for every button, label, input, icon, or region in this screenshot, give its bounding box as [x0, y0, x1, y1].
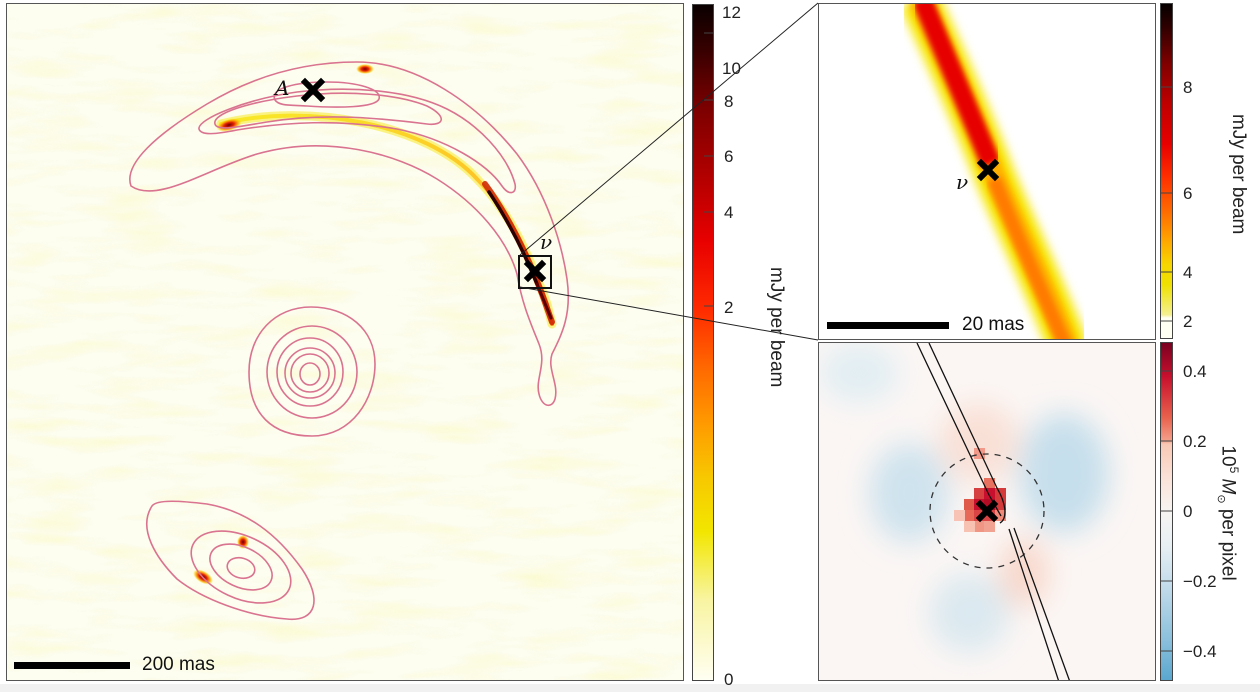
x-marker-nu-zoom: [976, 158, 1000, 182]
colorbar-mass-ticks: [1160, 370, 1173, 652]
cb-mass-tick-neg0.2: −0.2: [1183, 572, 1217, 591]
cb-main-tick-2: 2: [724, 298, 734, 317]
cb-main-tick-12: 12: [722, 3, 741, 22]
mass-map-panel: [818, 342, 1156, 681]
cb-zoom-tick-8: 8: [1183, 78, 1193, 97]
cb-zoom-tick-6: 6: [1183, 184, 1193, 203]
lens-galaxy-contours: [248, 306, 376, 437]
cb-mass-tick-0.2: 0.2: [1183, 432, 1207, 451]
dashed-circle: [929, 453, 1045, 569]
main-image-panel: A ν 200 mas: [6, 3, 684, 681]
cb-main-tick-0: 0: [724, 670, 734, 689]
label-nu-main: ν: [540, 230, 553, 254]
cb-main-tick-10: 10: [722, 59, 741, 78]
x-marker-nu: [523, 259, 547, 283]
cb-zoom-tick-2: 2: [1183, 312, 1193, 331]
scale-bar-main-label: 200 mas: [142, 654, 215, 675]
cb-mass-title: 105 M⊙ per pixel: [1214, 445, 1242, 581]
zoom-flux-panel: ν 20 mas: [818, 3, 1156, 340]
scale-bar-zoom-label: 20 mas: [962, 314, 1025, 335]
cb-main-tick-4: 4: [724, 203, 734, 222]
label-nu-zoom: ν: [956, 170, 969, 194]
cb-mass-tick-neg0.4: −0.4: [1183, 642, 1217, 661]
colorbar-zoom-ticks: [1160, 86, 1173, 322]
zoom-flux-plot: [827, 4, 1087, 339]
cb-zoom-tick-4: 4: [1183, 263, 1193, 282]
scale-bar-zoom: [827, 322, 949, 329]
cb-mass-tick-0: 0: [1183, 502, 1193, 521]
label-A: A: [275, 76, 290, 100]
scale-bar-main: [14, 662, 130, 669]
cb-main-title: mJy per beam: [766, 267, 787, 388]
bottom-strip: [0, 684, 1260, 692]
cb-zoom-title: mJy per beam: [1228, 114, 1249, 235]
cb-main-tick-8: 8: [724, 92, 734, 111]
companion-contours: [146, 500, 315, 620]
critical-curves: [916, 343, 1070, 680]
cb-main-tick-6: 6: [724, 147, 734, 166]
main-image-plot: [7, 4, 683, 680]
x-marker-A: [300, 77, 326, 103]
mass-map-plot: [819, 343, 1109, 680]
x-marker-mass: [975, 499, 999, 523]
cb-mass-tick-0.4: 0.4: [1183, 362, 1207, 381]
